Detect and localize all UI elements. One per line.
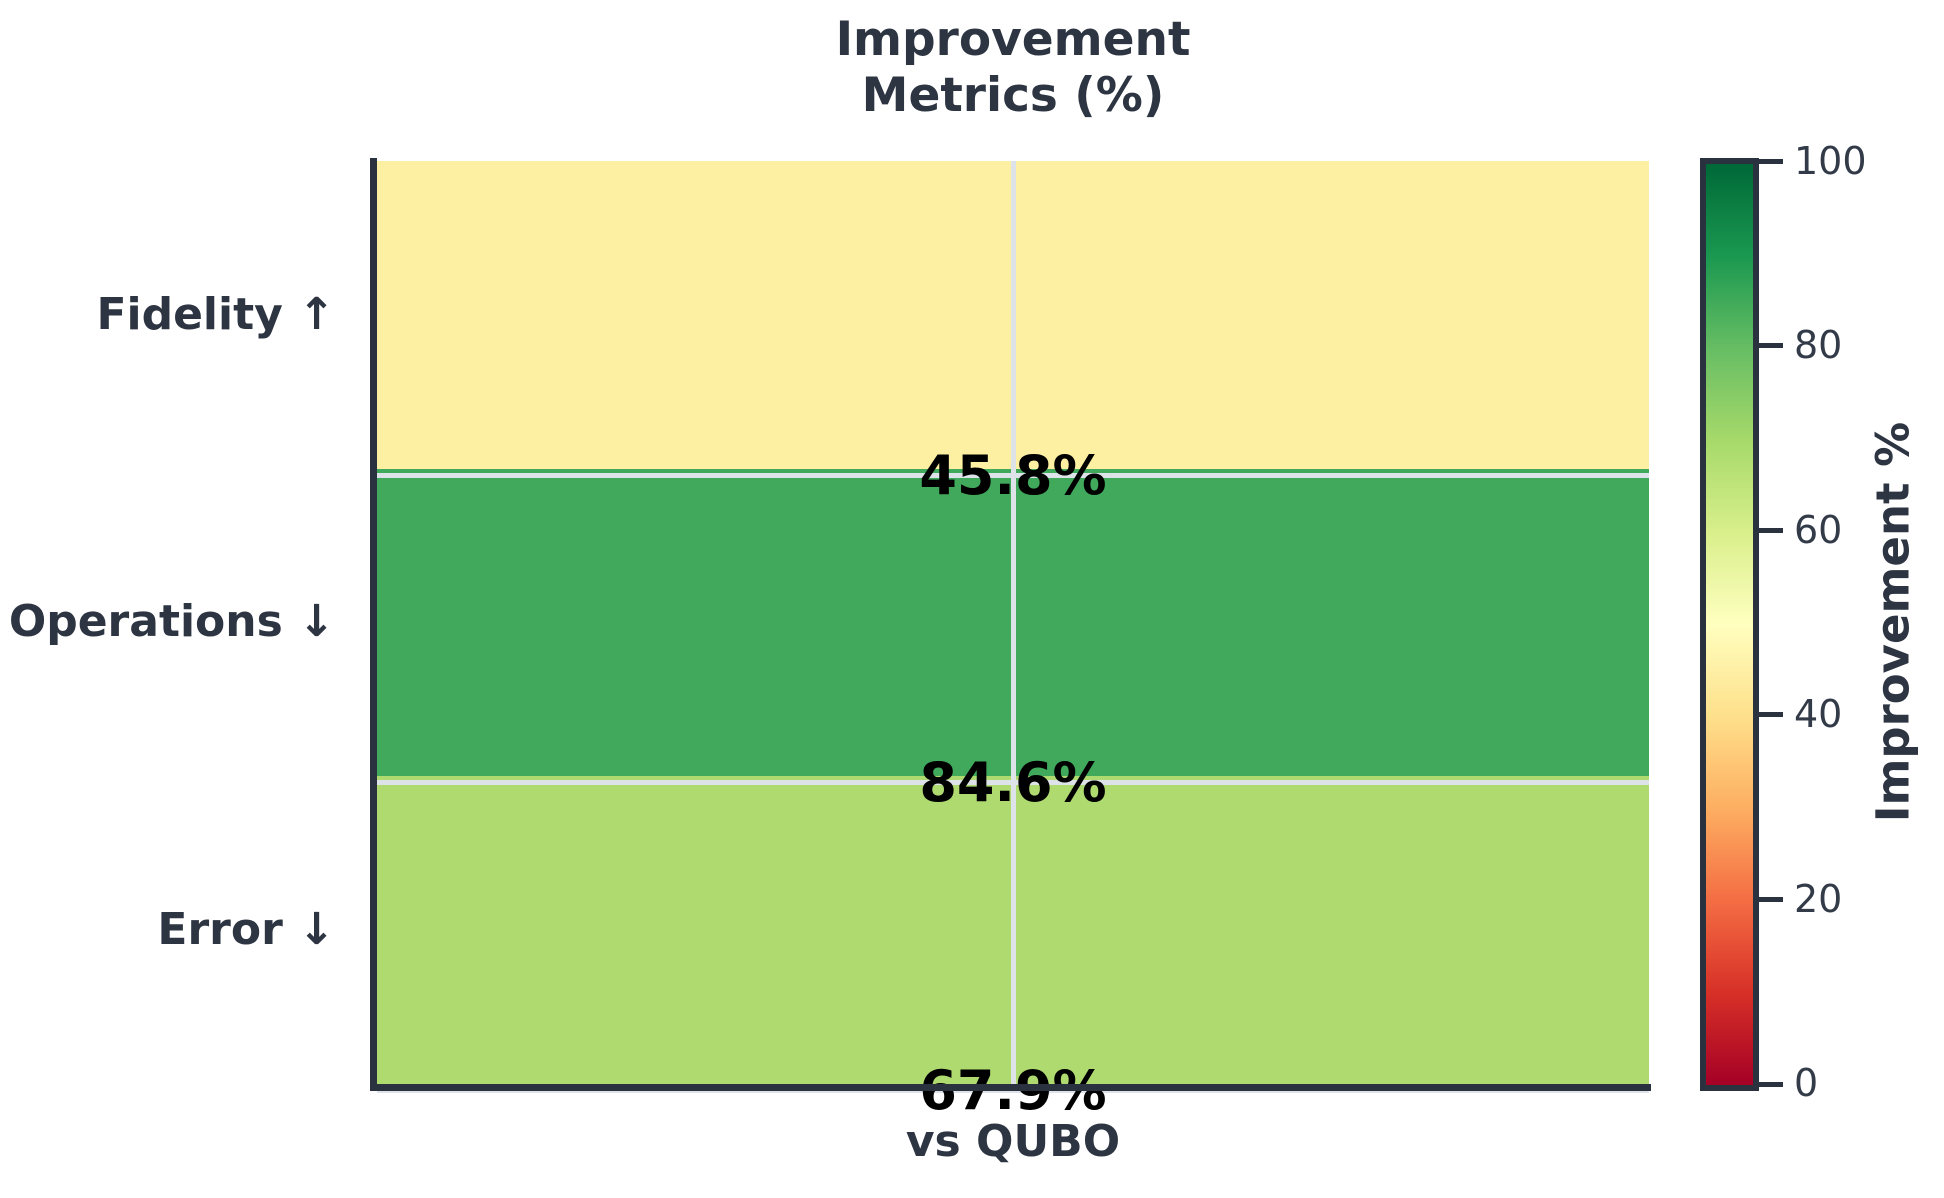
colorbar-gradient [1706,164,1753,1085]
colorbar-tick-label-80: 80 [1794,323,1843,367]
cell-value-error: 67.9% [919,1059,1107,1122]
colorbar-tick-label-100: 100 [1794,139,1867,183]
colorbar-axis-label: Improvement % [1866,421,1920,823]
cell-value-operations: 84.6% [919,751,1107,814]
x-tick-label-vs-qubo: vs QUBO [905,1116,1121,1167]
colorbar-tick-mark [1753,527,1783,533]
chart-title: Improvement Metrics (%) [377,12,1649,124]
colorbar-tick-mark [1753,712,1783,718]
colorbar-tick-label-20: 20 [1794,877,1843,921]
y-tick-label-fidelity: Fidelity ↑ [96,289,335,340]
x-axis-spine [370,1084,1651,1091]
chart-title-line-1: Improvement [835,12,1191,67]
colorbar-tick-mark [1753,1081,1783,1087]
colorbar [1700,158,1759,1091]
colorbar-tick-mark [1753,896,1783,902]
y-tick-label-operations: Operations ↓ [8,596,335,647]
cell-value-fidelity: 45.8% [919,444,1107,507]
colorbar-tick-label-60: 60 [1794,508,1843,552]
heatmap-plot-area: 45.8% 84.6% 67.9% [377,161,1649,1121]
colorbar-tick-label-40: 40 [1794,692,1843,736]
colorbar-tick-mark [1753,158,1783,164]
colorbar-tick-mark [1753,343,1783,349]
chart-title-line-2: Metrics (%) [861,68,1165,123]
y-axis-spine [370,158,377,1091]
gridline-vertical [1010,161,1016,1084]
colorbar-tick-label-0: 0 [1794,1061,1819,1105]
y-tick-label-error: Error ↓ [157,904,335,955]
